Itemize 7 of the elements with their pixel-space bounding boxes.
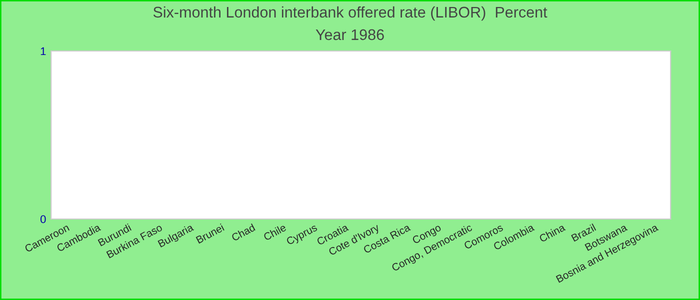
x-tick-label: China	[538, 223, 566, 242]
y-tick-label: 0	[40, 215, 46, 224]
chart-subtitle: Year 1986	[316, 29, 384, 40]
x-tick-label: Chad	[230, 223, 256, 242]
y-tick-label: 1	[40, 47, 46, 56]
chart-title: Six-month London interbank offered rate (LIBOR) Percent	[153, 6, 548, 21]
x-tick-label: Chile	[262, 223, 287, 241]
